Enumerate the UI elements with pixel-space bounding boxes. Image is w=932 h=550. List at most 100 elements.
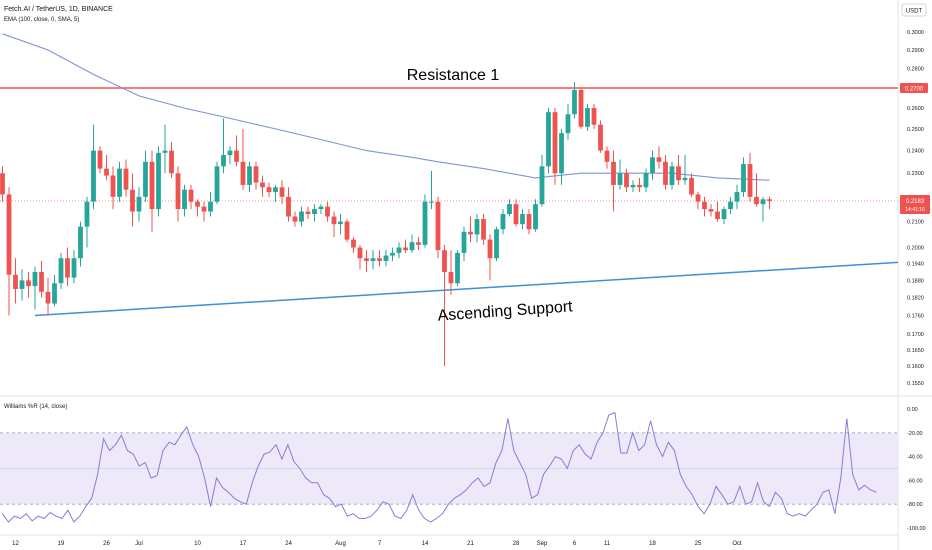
candle-body [338,221,343,225]
time-tick-label: 11 [604,541,611,547]
candle-body [474,219,480,235]
candle-body [663,161,668,185]
time-tick-label: Sep [537,541,548,547]
currency-label: USDT [906,9,923,15]
last-price-text: 0.2183 [906,199,925,205]
candle-body [533,204,538,230]
candle-body [247,166,252,185]
candle-body [182,189,187,210]
candle-body [331,216,337,225]
candle-body [214,166,220,202]
candle-body [143,161,148,197]
candle-body [13,274,18,289]
candle-body [669,166,675,185]
price-tick-label: 0.3000 [907,30,924,36]
candle-body [318,206,324,210]
candle-body [442,250,447,272]
time-tick-label: Jul [135,541,143,547]
candle-body [429,201,434,203]
price-tick-label: 0.2500 [907,127,924,133]
candle-body [383,255,389,261]
time-tick-label: 26 [103,541,110,547]
candle-body [767,199,772,201]
candle-body [0,173,5,195]
candle-body [409,242,415,251]
candle-body [702,201,707,210]
candle-body [240,161,246,185]
price-tick-label: 0.1880 [907,278,924,284]
price-tick-label: 0.2800 [907,67,924,73]
price-tick-label: 0.2300 [907,171,924,177]
candle-body [19,280,25,289]
countdown-text: 14:41:16 [905,207,925,213]
candle-body [71,258,77,278]
candle-body [539,166,545,205]
resistance-annotation[interactable]: Resistance 1 [407,67,500,84]
candle-body [364,258,369,261]
candle-body [396,247,402,253]
candle-body [221,155,226,167]
candle-body [695,194,701,202]
candle-body [507,204,512,215]
candle-body [305,211,311,215]
candle-body [676,166,681,181]
price-pane[interactable] [0,33,899,367]
candle-body [747,164,753,197]
candle-body [169,150,174,174]
candle-body [370,258,376,261]
candle-body [260,182,265,188]
candle-body [611,161,616,185]
candle-body [279,187,285,197]
candle-body [598,124,603,151]
candle-body [45,291,51,304]
candle-body [630,184,636,188]
currency-button[interactable] [901,3,927,17]
candle-body [110,175,116,197]
candle-body [682,177,688,181]
oscillator-tick-label: -100.00 [907,526,926,532]
time-tick-label: Aug [335,541,346,547]
candle-body [552,112,558,174]
candle-body [754,196,759,205]
williams-r-pane[interactable] [0,411,898,523]
candle-body [104,168,109,176]
candle-body [500,214,506,230]
candle-body [559,133,564,174]
price-tick-label: 0.1650 [907,348,924,354]
candle-body [78,226,83,259]
resistance-price-text: 0.2700 [905,87,924,93]
candle-body [292,216,298,222]
time-tick-label: 25 [695,541,702,547]
time-tick-label: 6 [573,541,577,547]
candle-body [149,161,155,210]
candle-body [351,239,356,248]
candle-body [715,211,720,220]
oscillator-tick-label: -80.00 [907,502,923,508]
candle-body [273,187,278,193]
candle-body [97,150,103,169]
price-tick-label: 0.1700 [907,332,924,338]
candle-body [468,231,473,235]
oscillator-tick-label: -40.00 [907,455,923,461]
candle-body [487,239,493,259]
candle-body [572,89,577,115]
price-tick-label: 0.2000 [907,246,924,252]
candle-body [84,201,90,227]
candle-body [513,204,519,225]
time-tick-label: 12 [12,541,19,547]
williams-r-line [2,411,877,523]
time-tick-label: 19 [58,541,65,547]
candle-body [65,258,70,278]
ema-100-line [2,33,770,181]
candle-body [58,258,64,284]
candle-body [195,201,200,207]
price-tick-label: 0.1820 [907,296,924,302]
candle-body [357,247,363,259]
time-tick-label: Oct [732,541,742,547]
candle-body [52,283,57,304]
candle-body [617,173,623,185]
time-tick-label: 17 [240,541,247,547]
candle-body [422,201,428,245]
candle-body [227,150,233,156]
